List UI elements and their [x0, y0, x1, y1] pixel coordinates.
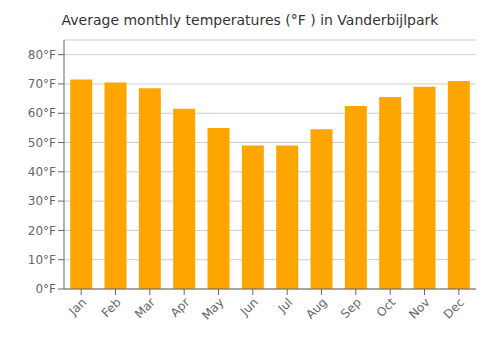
html-text:Average monthly temperatures (: Average monthly temperatures (°F ) in Va… — [61, 12, 439, 28]
svg-text:30°F: 30°F — [28, 194, 56, 208]
svg-text:Apr: Apr — [168, 295, 193, 320]
svg-text:Oct: Oct — [374, 295, 399, 320]
svg-text:70°F: 70°F — [28, 77, 56, 91]
svg-text:Jun: Jun — [237, 295, 261, 319]
svg-text:Sep: Sep — [338, 295, 364, 321]
svg-text:May: May — [199, 295, 226, 322]
svg-text:Mar: Mar — [132, 295, 158, 321]
svg-text:50°F: 50°F — [28, 136, 56, 150]
svg-text:Jan: Jan — [66, 295, 90, 319]
svg-text:20°F: 20°F — [28, 224, 56, 238]
svg-text:Nov: Nov — [406, 295, 432, 321]
svg-text:Jul: Jul — [274, 295, 295, 316]
svg-text:Feb: Feb — [99, 295, 124, 320]
svg-text:10°F: 10°F — [28, 253, 56, 267]
svg-text:40°F: 40°F — [28, 165, 56, 179]
svg-text:60°F: 60°F — [28, 106, 56, 120]
svg-text:80°F: 80°F — [28, 48, 56, 62]
svg-text:Aug: Aug — [303, 295, 329, 321]
svg-text:Dec: Dec — [441, 295, 467, 321]
svg-text:0°F: 0°F — [35, 282, 56, 296]
